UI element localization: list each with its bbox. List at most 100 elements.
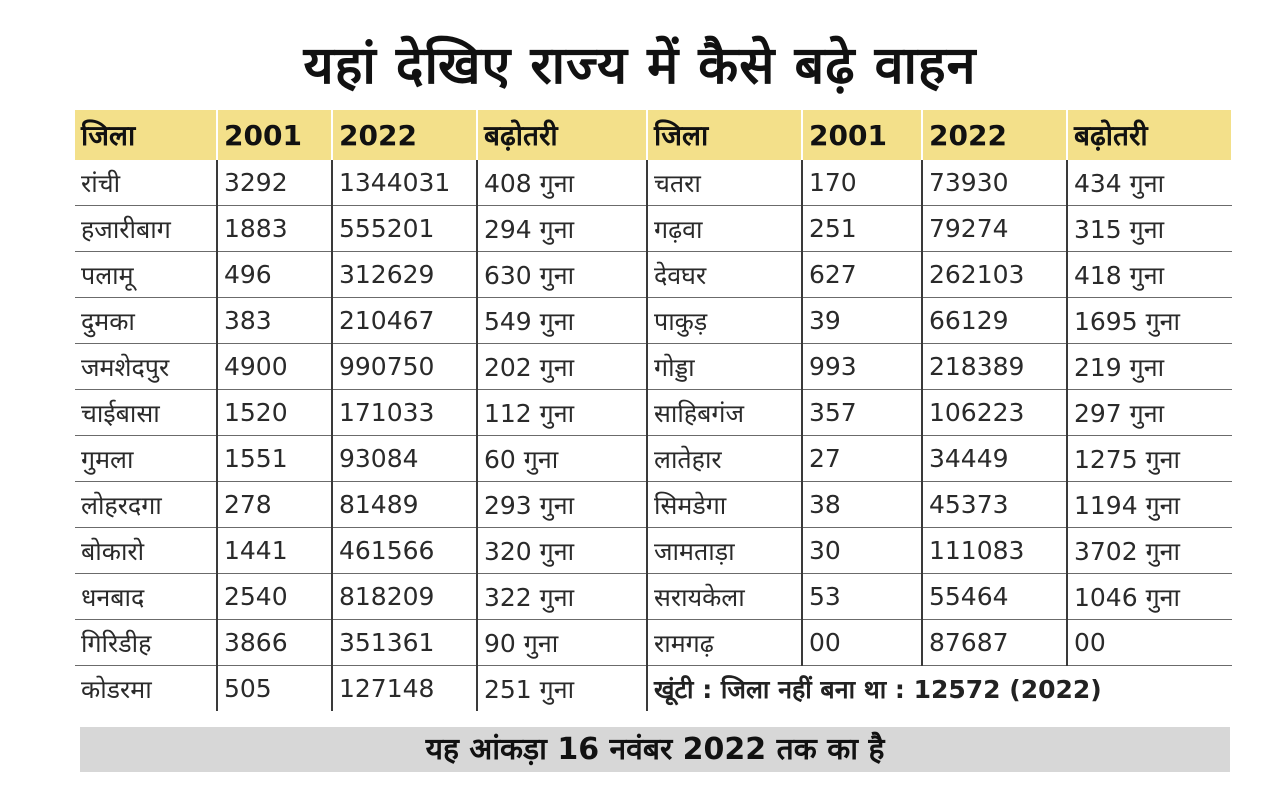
value-2022-cell: 34449	[921, 435, 1067, 482]
table-row: बोकारो 1441 461566 320 गुना जामताड़ा 30 111083…	[75, 527, 1232, 574]
growth-cell: 315 गुना	[1066, 205, 1232, 252]
value-2022-cell: 55464	[921, 573, 1067, 620]
value-2022-cell: 127148	[331, 665, 477, 711]
growth-cell: 1046 गुना	[1066, 573, 1232, 620]
district-cell: रामगढ़	[646, 619, 802, 666]
value-2001-cell: 993	[801, 343, 922, 390]
table-row: लोहरदगा 278 81489 293 गुना सिमडेगा 38 45373 119…	[75, 481, 1232, 528]
table-row: चाईबासा 1520 171033 112 गुना साहिबगंज 357 1062…	[75, 389, 1232, 436]
district-cell: कोडरमा	[81, 674, 152, 704]
growth-cell: 251 गुना	[476, 665, 647, 711]
district-cell: सरायकेला	[646, 573, 802, 620]
table-row: रांची 3292 1344031 408 गुना चतरा 170 73930 434 …	[75, 160, 1232, 206]
value-2001-cell: 53	[801, 573, 922, 620]
value-2001-cell: 38	[801, 481, 922, 528]
table-row: दुमका 383 210467 549 गुना पाकुड़ 39 66129 1695 …	[75, 297, 1232, 344]
value-2022-cell: 73930	[921, 160, 1067, 206]
value-2022-cell: 79274	[921, 205, 1067, 252]
district-cell: धनबाद	[75, 573, 217, 620]
footer-note: यह आंकड़ा 16 नवंबर 2022 तक का है	[80, 727, 1230, 772]
growth-cell: 112 गुना	[476, 389, 647, 436]
header-growth: बढ़ोतरी	[1067, 110, 1233, 160]
value-2022-cell: 312629	[331, 251, 477, 298]
growth-cell: 00	[1066, 619, 1232, 666]
value-2022-cell: 555201	[331, 205, 477, 252]
district-cell: जमशेदपुर	[75, 343, 217, 390]
growth-cell: 320 गुना	[476, 527, 647, 574]
value-2001-cell: 27	[801, 435, 922, 482]
header-2022: 2022	[922, 110, 1068, 160]
growth-cell: 322 गुना	[476, 573, 647, 620]
district-cell: गोड्डा	[646, 343, 802, 390]
value-2022-cell: 218389	[921, 343, 1067, 390]
value-2001-cell: 39	[801, 297, 922, 344]
vehicle-growth-table: जिला 2001 2022 बढ़ोतरी जिला 2001 2022 बढ…	[75, 110, 1233, 711]
growth-cell: 297 गुना	[1066, 389, 1232, 436]
value-2001-cell: 251	[801, 205, 922, 252]
value-2022-cell: 81489	[331, 481, 477, 528]
header-2022: 2022	[332, 110, 478, 160]
district-cell: हजारीबाग	[75, 205, 217, 252]
district-cell: सिमडेगा	[646, 481, 802, 528]
district-cell: गढ़वा	[646, 205, 802, 252]
value-2001-cell: 00	[801, 619, 922, 666]
growth-cell: 90 गुना	[476, 619, 647, 666]
value-2001-cell: 30	[801, 527, 922, 574]
district-cell: बोकारो	[75, 527, 217, 574]
district-cell: लातेहार	[646, 435, 802, 482]
growth-cell: 293 गुना	[476, 481, 647, 528]
header-district: जिला	[647, 110, 803, 160]
value-2022-cell: 87687	[921, 619, 1067, 666]
growth-cell: 1275 गुना	[1066, 435, 1232, 482]
district-cell: गुमला	[75, 435, 217, 482]
value-2022-cell: 1344031	[331, 160, 477, 206]
growth-cell: 630 गुना	[476, 251, 647, 298]
page-title: यहां देखिए राज्य में कैसे बढ़े वाहन	[303, 36, 977, 96]
district-cell: पलामू	[75, 251, 217, 298]
growth-cell: 434 गुना	[1066, 160, 1232, 206]
table-row: गिरिडीह 3866 351361 90 गुना रामगढ़ 00 87687 00	[75, 619, 1232, 666]
value-2022-cell: 351361	[331, 619, 477, 666]
value-2001-cell: 3292	[216, 160, 332, 206]
growth-cell: 408 गुना	[476, 160, 647, 206]
growth-cell: 3702 गुना	[1066, 527, 1232, 574]
value-2022-cell: 210467	[331, 297, 477, 344]
growth-cell: 418 गुना	[1066, 251, 1232, 298]
table-row: जमशेदपुर 4900 990750 202 गुना गोड्डा 993 21838…	[75, 343, 1232, 390]
header-2001: 2001	[217, 110, 333, 160]
district-cell: देवघर	[646, 251, 802, 298]
growth-cell: 219 गुना	[1066, 343, 1232, 390]
table-row: गुमला 1551 93084 60 गुना लातेहार 27 34449 1275 …	[75, 435, 1232, 482]
value-2001-cell: 357	[801, 389, 922, 436]
district-cell: चतरा	[646, 160, 802, 206]
value-2001-cell: 1520	[216, 389, 332, 436]
table-row: पलामू 496 312629 630 गुना देवघर 627 262103 418 …	[75, 251, 1232, 298]
value-2022-cell: 66129	[921, 297, 1067, 344]
growth-cell: 294 गुना	[476, 205, 647, 252]
value-2022-cell: 106223	[921, 389, 1067, 436]
growth-cell: 60 गुना	[476, 435, 647, 482]
value-2022-cell: 461566	[331, 527, 477, 574]
value-2001-cell: 496	[216, 251, 332, 298]
growth-cell: 202 गुना	[476, 343, 647, 390]
table-row: धनबाद 2540 818209 322 गुना सरायकेला 53 55464 10…	[75, 573, 1232, 620]
value-2022-cell: 45373	[921, 481, 1067, 528]
header-district: जिला	[75, 110, 218, 160]
khunti-note: खूंटी : जिला नहीं बना था : 12572 (2022)	[646, 665, 1232, 711]
growth-cell: 549 गुना	[476, 297, 647, 344]
value-2022-cell: 93084	[331, 435, 477, 482]
district-cell: चाईबासा	[75, 389, 217, 436]
table-row: हजारीबाग 1883 555201 294 गुना गढ़वा 251 79274 3…	[75, 205, 1232, 252]
value-2001-cell: 1441	[216, 527, 332, 574]
value-2001-cell: 4900	[216, 343, 332, 390]
district-cell: पाकुड़	[646, 297, 802, 344]
value-2001-cell: 1551	[216, 435, 332, 482]
value-2022-cell: 990750	[331, 343, 477, 390]
district-cell: दुमका	[75, 297, 217, 344]
value-2001-cell: 170	[801, 160, 922, 206]
value-2022-cell: 111083	[921, 527, 1067, 574]
value-2001-cell: 505	[216, 665, 332, 711]
district-cell: लोहरदगा	[75, 481, 217, 528]
district-cell: रांची	[75, 160, 217, 206]
growth-cell: 1194 गुना	[1066, 481, 1232, 528]
